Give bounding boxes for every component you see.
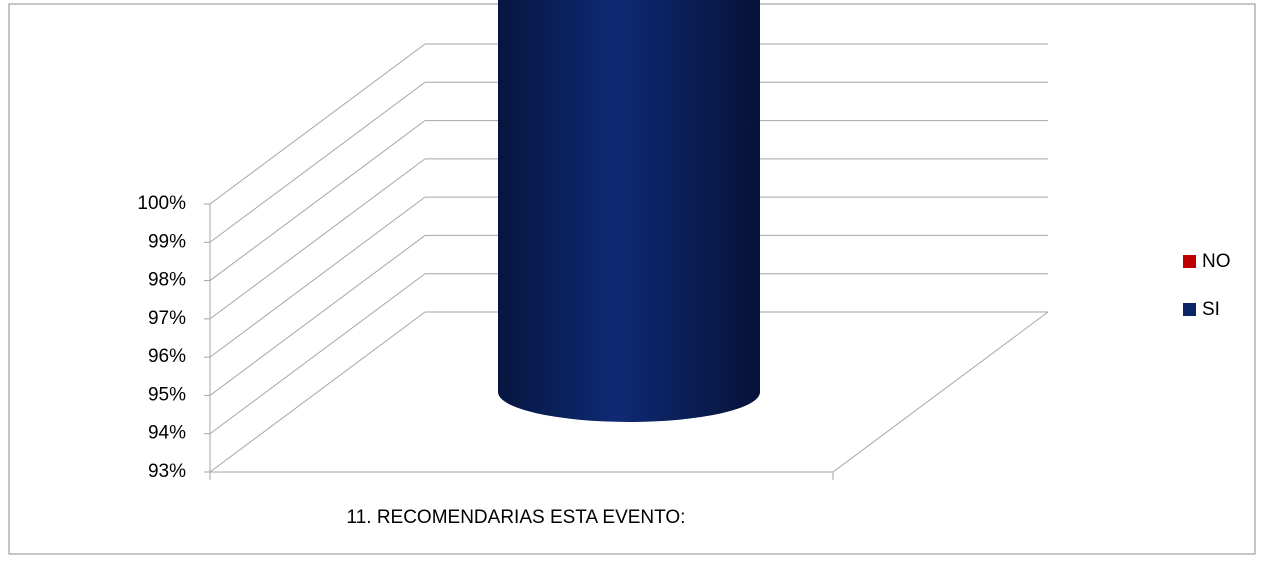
x-tick-label: 11. RECOMENDARIAS ESTA EVENTO:: [347, 507, 686, 528]
grid-line-side: [209, 273, 426, 435]
legend-swatch: [1183, 255, 1196, 268]
y-tick-label: 96%: [148, 346, 186, 367]
legend-label: SI: [1202, 299, 1220, 320]
y-tick-label: 100%: [137, 193, 186, 214]
grid-line-side: [209, 158, 426, 320]
y-tick-label: 93%: [148, 461, 186, 482]
legend-label: NO: [1202, 251, 1231, 272]
grid-line-side: [209, 81, 426, 243]
y-tick-label: 97%: [148, 308, 186, 329]
y-tick-label: 94%: [148, 423, 186, 444]
grid-line-side: [209, 120, 426, 281]
y-tick-label: 98%: [148, 270, 186, 291]
grid-line-side: [209, 43, 426, 205]
grid-line-side: [209, 311, 426, 473]
y-tick-label: 99%: [148, 231, 186, 252]
y-tick-label: 95%: [148, 384, 186, 405]
cylinder-segment: [498, 0, 760, 422]
grid-line-side: [209, 235, 426, 396]
legend-swatch: [1183, 303, 1196, 316]
grid-line-side: [209, 196, 426, 358]
